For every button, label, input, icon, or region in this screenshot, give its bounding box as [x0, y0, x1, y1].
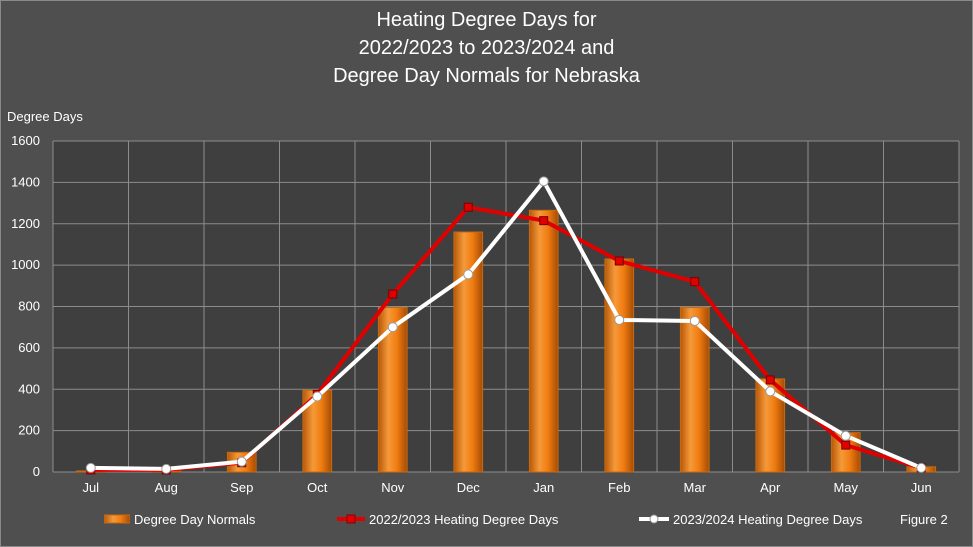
point-marker-2023-2024	[85, 462, 96, 473]
legend-item-normals: Degree Day Normals	[104, 509, 255, 529]
point-marker-2023-2024	[689, 315, 700, 326]
bar-layer	[75, 209, 937, 473]
legend-item-2023-2024: 2023/2024 Heating Degree Days	[639, 509, 862, 529]
bar-normals	[377, 307, 408, 473]
x-tick-label: Mar	[684, 480, 707, 495]
point-marker-2023-2024	[463, 269, 474, 280]
point-marker-2022-2023	[841, 440, 851, 450]
legend-label-2022-2023: 2022/2023 Heating Degree Days	[369, 511, 559, 527]
y-tick-label: 1000	[11, 257, 40, 272]
x-tick-label: Nov	[381, 480, 405, 495]
bar-normals	[679, 307, 710, 473]
y-tick-label: 600	[18, 340, 40, 355]
legend-swatch-red-line	[337, 514, 365, 524]
y-tick-label: 400	[18, 381, 40, 396]
x-tick-label: Sep	[230, 480, 253, 495]
x-tick-label: Jun	[911, 480, 932, 495]
legend: Degree Day Normals 2022/2023 Heating Deg…	[1, 509, 972, 531]
y-tick-label: 1600	[11, 133, 40, 148]
x-tick-label: Jul	[82, 480, 99, 495]
chart-title-line-2: 2022/2023 to 2023/2024 and	[358, 37, 615, 59]
y-tick-label: 0	[33, 464, 40, 479]
legend-swatch-bar	[104, 514, 130, 524]
x-tick-label: Aug	[155, 480, 178, 495]
legend-label-normals: Degree Day Normals	[134, 511, 256, 527]
point-marker-2023-2024	[765, 386, 776, 397]
point-marker-2023-2024	[161, 463, 172, 474]
y-tick-label: 1200	[11, 216, 40, 231]
x-tick-label: Jan	[533, 480, 554, 495]
bar-normals	[604, 258, 635, 473]
bar-normals	[453, 231, 484, 473]
legend-item-2022-2023: 2022/2023 Heating Degree Days	[337, 509, 558, 529]
chart-title-line-3: Degree Day Normals for Nebraska	[333, 65, 640, 87]
y-tick-label: 200	[18, 423, 40, 438]
point-marker-2022-2023	[690, 277, 700, 287]
x-tick-label: Feb	[608, 480, 630, 495]
chart-title: Heating Degree Days for 2022/2023 to 202…	[1, 6, 972, 90]
legend-swatch-white-line	[639, 514, 669, 524]
legend-label-2023-2024: 2023/2024 Heating Degree Days	[673, 511, 863, 527]
figure-label: Figure 2	[900, 512, 948, 527]
y-axis-label: Degree Days	[7, 109, 83, 124]
point-marker-2023-2024	[312, 391, 323, 402]
y-tick-label: 800	[18, 299, 40, 314]
bar-normals	[528, 209, 559, 473]
grid-layer	[52, 140, 960, 473]
point-marker-2022-2023	[614, 256, 624, 266]
point-marker-2022-2023	[539, 216, 549, 226]
tick-layer: 0 200 400 600 800 1000 1200 1400 1600 Jul Aug Sep Oc…	[11, 133, 932, 495]
point-marker-2022-2023	[765, 375, 775, 385]
point-marker-2023-2024	[236, 456, 247, 467]
point-marker-2023-2024	[840, 430, 851, 441]
point-marker-2023-2024	[387, 322, 398, 333]
x-tick-label: May	[833, 480, 858, 495]
y-tick-label: 1400	[11, 174, 40, 189]
chart-title-line-1: Heating Degree Days for	[376, 9, 597, 31]
x-tick-label: Apr	[760, 480, 781, 495]
point-marker-2022-2023	[463, 202, 473, 212]
point-marker-2023-2024	[538, 176, 549, 187]
point-marker-2022-2023	[388, 289, 398, 299]
x-tick-label: Oct	[307, 480, 328, 495]
x-tick-label: Dec	[457, 480, 481, 495]
point-marker-2023-2024	[916, 462, 927, 473]
line-layer	[85, 176, 927, 475]
series-line-1	[88, 179, 924, 471]
point-marker-2023-2024	[614, 314, 625, 325]
